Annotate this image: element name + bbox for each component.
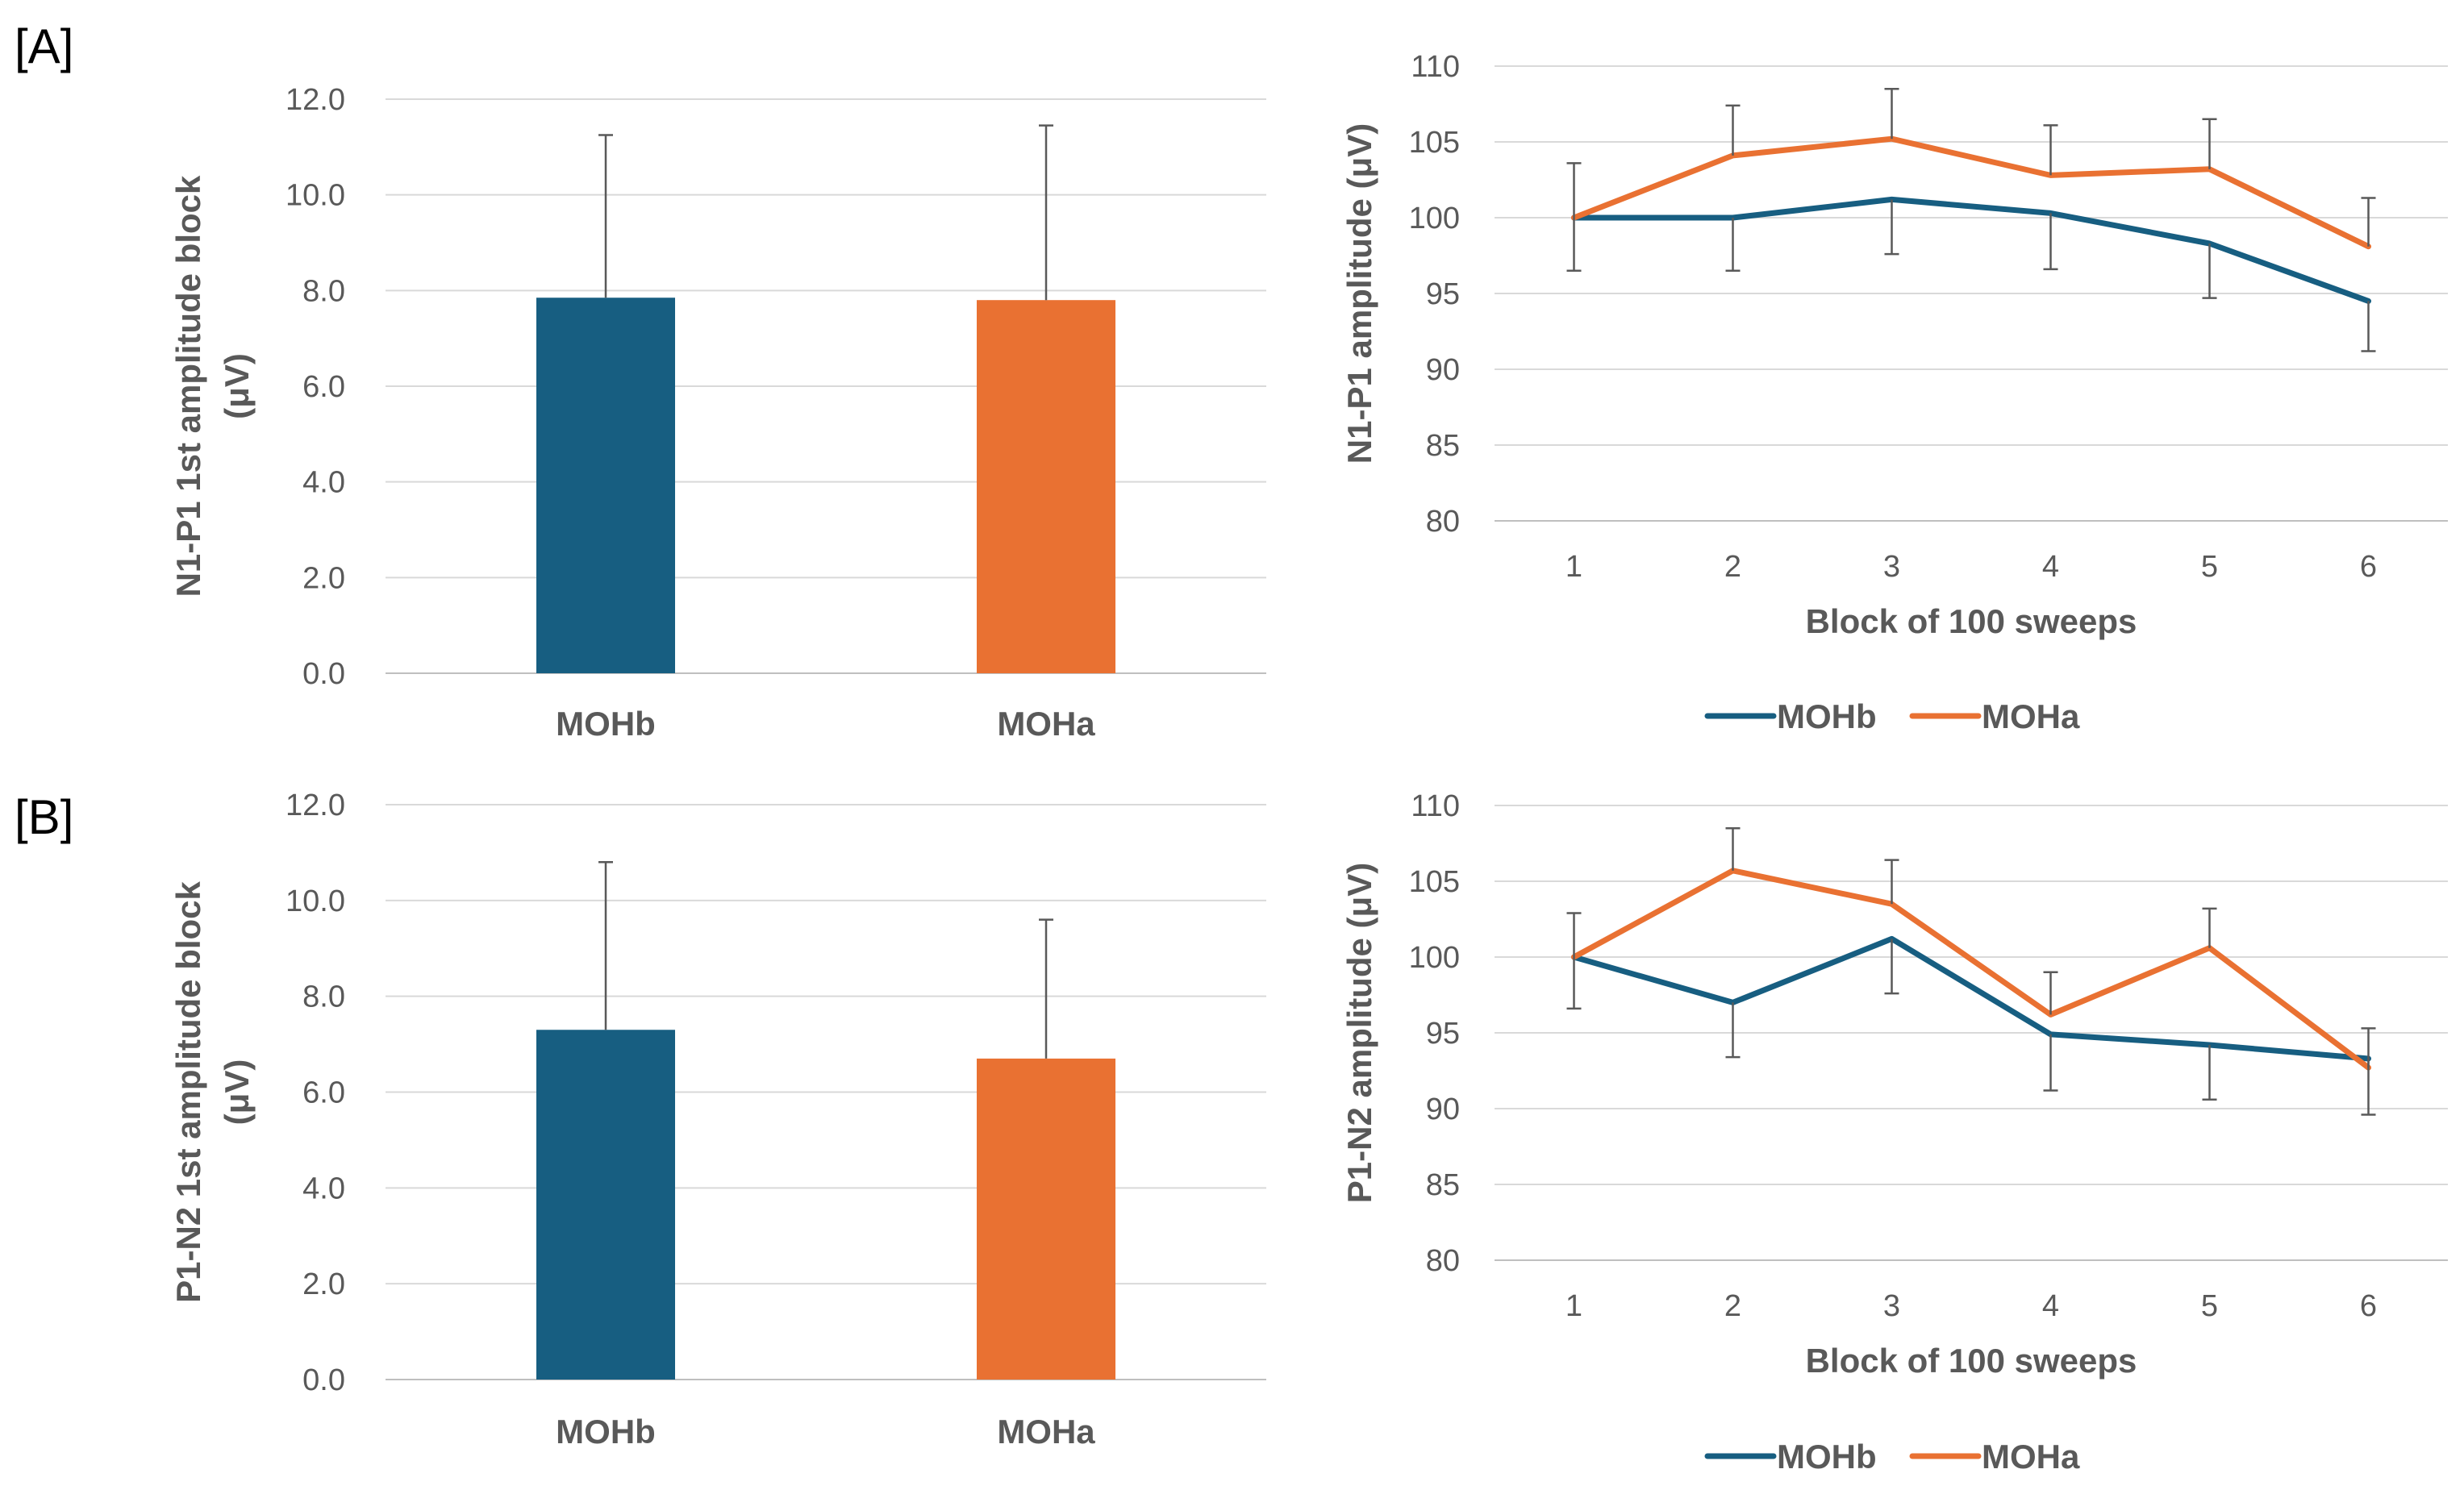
y-tick-label: 110	[1411, 50, 1460, 84]
x-axis-title: Block of 100 sweeps	[1806, 602, 2137, 640]
y-tick-label: 10.0	[286, 179, 345, 213]
legend-label-moha: MOHa	[1982, 697, 2080, 735]
y-tick-label: 90	[1426, 1093, 1460, 1126]
y-tick-label: 95	[1426, 1017, 1460, 1051]
y-tick-label: 100	[1409, 941, 1460, 975]
x-axis-title: Block of 100 sweeps	[1806, 1342, 2137, 1380]
x-tick-label: 1	[1566, 1289, 1582, 1323]
y-tick-label: 6.0	[302, 370, 345, 404]
y-tick-label: 90	[1426, 353, 1460, 387]
series-line-mohb	[1571, 935, 2371, 1062]
y-tick-label: 85	[1426, 429, 1460, 463]
x-tick-label: 2	[1724, 1289, 1741, 1323]
x-tick-label: 5	[2201, 550, 2218, 584]
category-label: MOHb	[556, 1413, 656, 1450]
bar-chart-a: 0.0 2.0 4.0 6.0 8.0 10.0 12.0 MOHb MOHa N1-P1 1st…	[169, 83, 1266, 743]
panel-label-b: [B]	[15, 790, 73, 844]
x-tick-label: 4	[2042, 1289, 2059, 1323]
series-line-moha	[1571, 868, 2371, 1071]
line-chart-a: 80 85 90 95 100 105 110 1 2 3 4 5 6 Block of 100 swee…	[1340, 50, 2448, 735]
y-axis-title: N1-P1 1st amplitude block	[169, 175, 207, 597]
y-tick-label: 10.0	[286, 884, 345, 918]
bar-moha	[977, 300, 1115, 673]
bar-moha	[977, 1058, 1115, 1380]
legend-label-mohb: MOHb	[1777, 1438, 1877, 1475]
y-tick-label: 8.0	[302, 274, 345, 308]
category-label: MOHa	[997, 1413, 1095, 1450]
x-tick-label: 1	[1566, 550, 1582, 584]
y-tick-label: 2.0	[302, 561, 345, 595]
y-tick-label: 2.0	[302, 1267, 345, 1301]
bar-chart-b: 0.0 2.0 4.0 6.0 8.0 10.0 12.0 MOHb MOHa P1-N2 1st…	[169, 789, 1266, 1450]
series-line-mohb	[1571, 196, 2371, 304]
line-chart-b: 80 85 90 95 100 105 110 1 2 3 4 5 6 Block of 100 swee…	[1340, 789, 2448, 1475]
x-tick-label: 2	[1724, 550, 1741, 584]
y-tick-label: 12.0	[286, 789, 345, 822]
bar-mohb	[536, 1030, 675, 1380]
y-tick-label: 110	[1411, 789, 1460, 823]
y-tick-label: 0.0	[302, 657, 345, 691]
y-tick-label: 85	[1426, 1168, 1460, 1202]
y-tick-label: 4.0	[302, 1172, 345, 1205]
y-tick-label: 105	[1409, 126, 1460, 160]
x-tick-label: 5	[2201, 1289, 2218, 1323]
y-tick-label: 6.0	[302, 1076, 345, 1110]
y-tick-label: 80	[1426, 1244, 1460, 1278]
x-tick-label: 6	[2360, 1289, 2377, 1323]
legend-label-moha: MOHa	[1982, 1438, 2080, 1475]
y-tick-label: 0.0	[302, 1363, 345, 1397]
category-label: MOHa	[997, 705, 1095, 743]
y-tick-label: 95	[1426, 277, 1460, 311]
y-axis-title: (μV)	[218, 353, 256, 419]
y-axis-title: P1-N2 1st amplitude block	[169, 880, 207, 1302]
category-label: MOHb	[556, 705, 656, 743]
x-tick-label: 6	[2360, 550, 2377, 584]
x-tick-label: 4	[2042, 550, 2059, 584]
y-tick-label: 4.0	[302, 466, 345, 500]
y-tick-label: 12.0	[286, 83, 345, 117]
panel-label-a: [A]	[15, 19, 73, 73]
bar-mohb	[536, 298, 675, 673]
legend-label-mohb: MOHb	[1777, 697, 1877, 735]
y-axis-title: P1-N2 amplitude (μV)	[1340, 863, 1378, 1203]
series-line-moha	[1571, 135, 2371, 250]
x-tick-label: 3	[1883, 1289, 1900, 1323]
y-tick-label: 105	[1409, 865, 1460, 899]
y-axis-title: (μV)	[218, 1059, 256, 1126]
y-tick-label: 80	[1426, 505, 1460, 539]
y-tick-label: 100	[1409, 202, 1460, 235]
y-tick-label: 8.0	[302, 980, 345, 1014]
y-axis-title: N1-P1 amplitude (μV)	[1340, 123, 1378, 464]
x-tick-label: 3	[1883, 550, 1900, 584]
